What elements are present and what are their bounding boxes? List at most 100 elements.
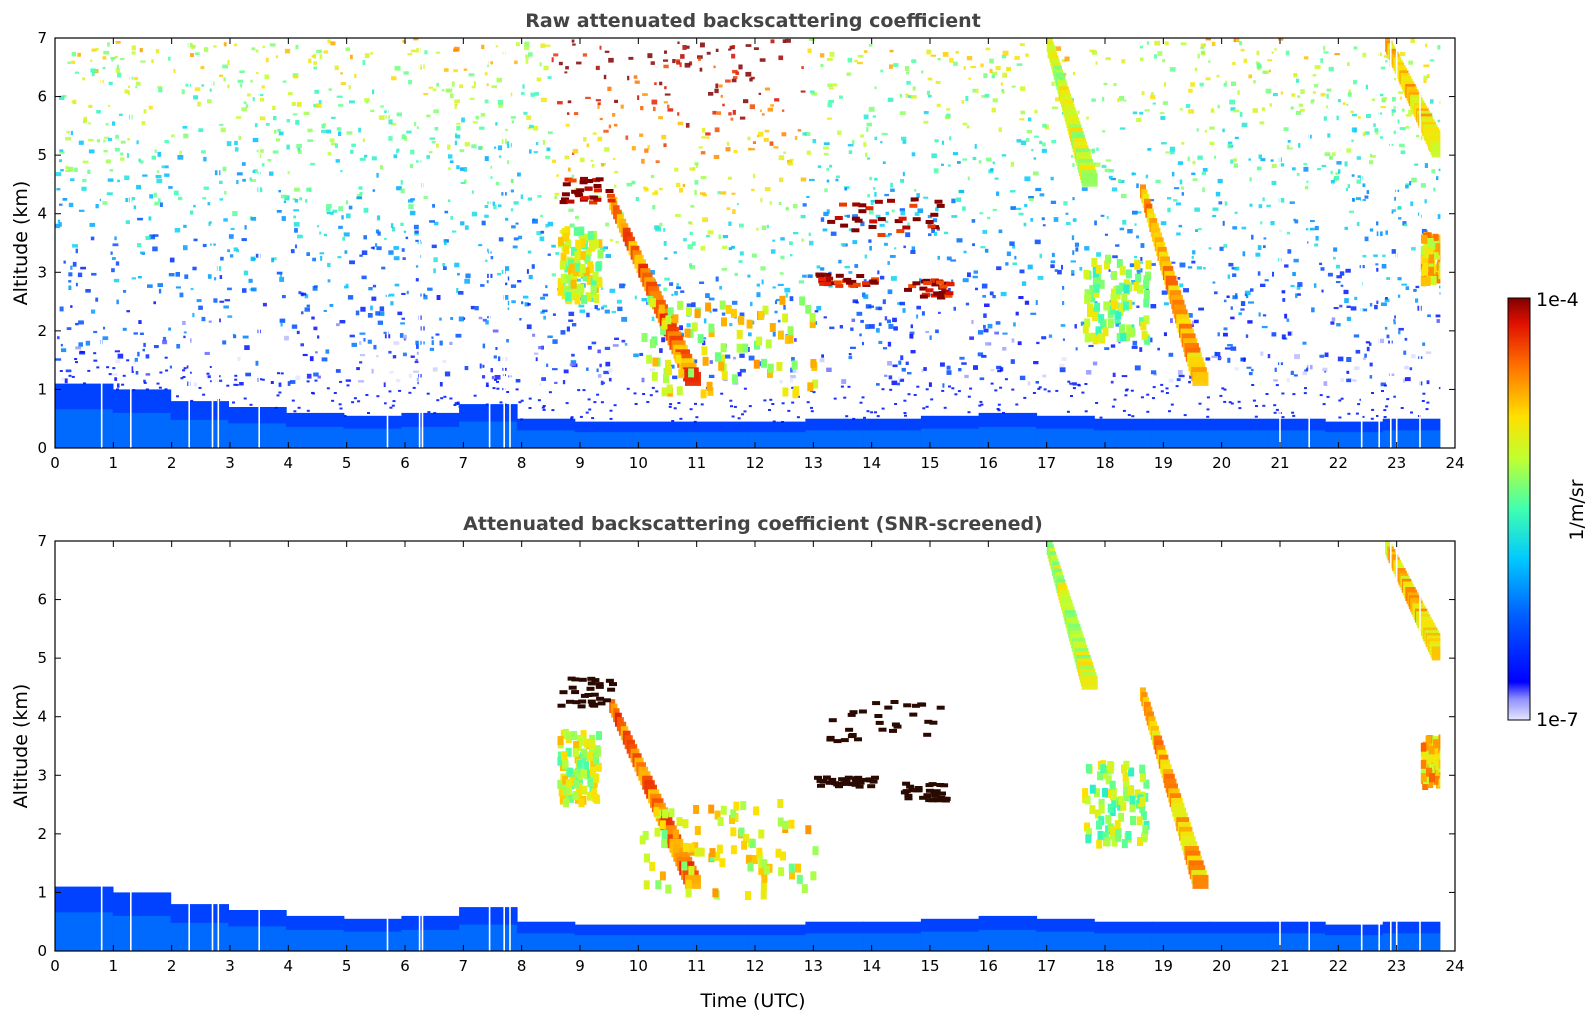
noise-speckle bbox=[1357, 175, 1363, 178]
noise-speckle bbox=[359, 332, 366, 335]
noise-speckle bbox=[1031, 148, 1034, 152]
noise-speckle bbox=[1036, 341, 1040, 345]
cloud-patch-cell bbox=[874, 714, 883, 718]
noise-speckle bbox=[885, 211, 889, 216]
noise-speckle bbox=[223, 305, 229, 309]
noise-speckle bbox=[464, 142, 470, 147]
noise-speckle bbox=[1237, 90, 1240, 95]
noise-speckle bbox=[780, 255, 785, 260]
noise-speckle bbox=[65, 136, 72, 141]
noise-speckle bbox=[639, 352, 644, 356]
noise-speckle bbox=[347, 295, 354, 300]
bottom-plot-background bbox=[55, 541, 1455, 951]
cloud-layer-cell bbox=[677, 300, 684, 310]
cloud-layer-cell bbox=[681, 861, 688, 871]
noise-speckle bbox=[396, 378, 401, 383]
noise-speckle bbox=[1106, 216, 1109, 220]
noise-speckle bbox=[1394, 78, 1398, 81]
noise-speckle bbox=[1148, 337, 1153, 343]
cloud-layer-cell bbox=[591, 778, 598, 788]
noise-speckle bbox=[140, 251, 145, 254]
noise-speckle bbox=[1332, 152, 1336, 157]
noise-speckle bbox=[732, 209, 736, 214]
boundary-layer-edge-speckle bbox=[116, 388, 119, 391]
noise-speckle bbox=[168, 327, 171, 331]
noise-speckle bbox=[239, 70, 245, 73]
cloud-layer-cell bbox=[708, 323, 715, 333]
noise-speckle bbox=[889, 49, 894, 53]
noise-speckle bbox=[142, 174, 148, 177]
noise-speckle bbox=[1202, 187, 1205, 193]
x-tick-label: 4 bbox=[284, 957, 294, 975]
noise-speckle bbox=[1179, 283, 1184, 288]
cloud-patch-cell bbox=[589, 200, 597, 205]
noise-speckle bbox=[301, 311, 304, 315]
noise-speckle bbox=[154, 201, 159, 206]
cloud-layer-cell bbox=[567, 767, 574, 777]
noise-speckle bbox=[234, 140, 238, 146]
noise-speckle bbox=[308, 58, 312, 64]
noise-speckle bbox=[408, 79, 412, 85]
noise-speckle bbox=[171, 134, 175, 138]
noise-speckle bbox=[694, 162, 699, 166]
noise-speckle bbox=[1399, 143, 1405, 148]
noise-speckle bbox=[478, 316, 483, 320]
noise-speckle bbox=[1050, 200, 1057, 204]
noise-speckle bbox=[959, 356, 965, 360]
noise-speckle bbox=[217, 180, 223, 184]
noise-speckle bbox=[627, 75, 630, 81]
cloud-layer-cell bbox=[557, 756, 564, 766]
noise-speckle bbox=[953, 61, 958, 66]
boundary-layer-edge-speckle bbox=[456, 401, 460, 404]
noise-speckle bbox=[634, 295, 637, 300]
noise-speckle bbox=[1366, 346, 1370, 352]
cloud-layer-cell bbox=[1137, 837, 1143, 846]
noise-speckle bbox=[625, 135, 629, 140]
noise-speckle bbox=[522, 295, 529, 299]
noise-speckle bbox=[827, 83, 833, 88]
noise-speckle bbox=[1000, 291, 1007, 297]
noise-speckle bbox=[1118, 178, 1122, 183]
noise-speckle bbox=[377, 320, 383, 325]
y-tick-label: 3 bbox=[37, 263, 47, 281]
noise-speckle bbox=[124, 175, 130, 181]
noise-speckle bbox=[312, 257, 316, 262]
noise-speckle bbox=[315, 351, 318, 354]
cloud-layer-cell bbox=[665, 315, 672, 325]
boundary-layer-core bbox=[228, 926, 287, 951]
cloud-patch-cell bbox=[840, 738, 849, 743]
colorbar: 1e-4 1e-7 1/m/sr bbox=[1507, 289, 1588, 731]
boundary-layer-edge-speckle bbox=[1275, 384, 1279, 387]
noise-speckle bbox=[676, 286, 682, 290]
noise-speckle bbox=[328, 88, 332, 91]
noise-speckle bbox=[68, 285, 72, 290]
cloud-layer-cell bbox=[586, 751, 593, 761]
cloud-layer-cell bbox=[720, 343, 727, 353]
noise-speckle bbox=[705, 293, 710, 298]
noise-speckle bbox=[251, 287, 257, 292]
noise-speckle bbox=[1162, 59, 1166, 63]
noise-speckle bbox=[1403, 350, 1407, 355]
noise-speckle bbox=[973, 270, 978, 274]
noise-speckle bbox=[114, 147, 120, 152]
noise-speckle bbox=[194, 87, 201, 92]
cloud-layer-cell bbox=[590, 230, 597, 240]
noise-speckle bbox=[870, 200, 874, 205]
noise-speckle bbox=[1200, 46, 1205, 49]
noise-speckle bbox=[359, 354, 366, 357]
noise-speckle bbox=[1074, 242, 1079, 247]
noise-speckle bbox=[1162, 101, 1168, 105]
cloud-patch-cell bbox=[585, 179, 593, 183]
noise-speckle bbox=[889, 255, 896, 258]
noise-speckle bbox=[921, 311, 925, 316]
noise-speckle bbox=[456, 165, 460, 170]
noise-speckle bbox=[413, 38, 419, 41]
cloud-patch-cell bbox=[566, 699, 574, 704]
noise-speckle bbox=[433, 109, 439, 114]
cloud-layer-cell bbox=[1102, 327, 1109, 337]
noise-speckle bbox=[120, 57, 125, 60]
noise-speckle bbox=[213, 298, 218, 303]
noise-speckle bbox=[220, 256, 224, 261]
cloud-patch-cell bbox=[937, 295, 945, 300]
